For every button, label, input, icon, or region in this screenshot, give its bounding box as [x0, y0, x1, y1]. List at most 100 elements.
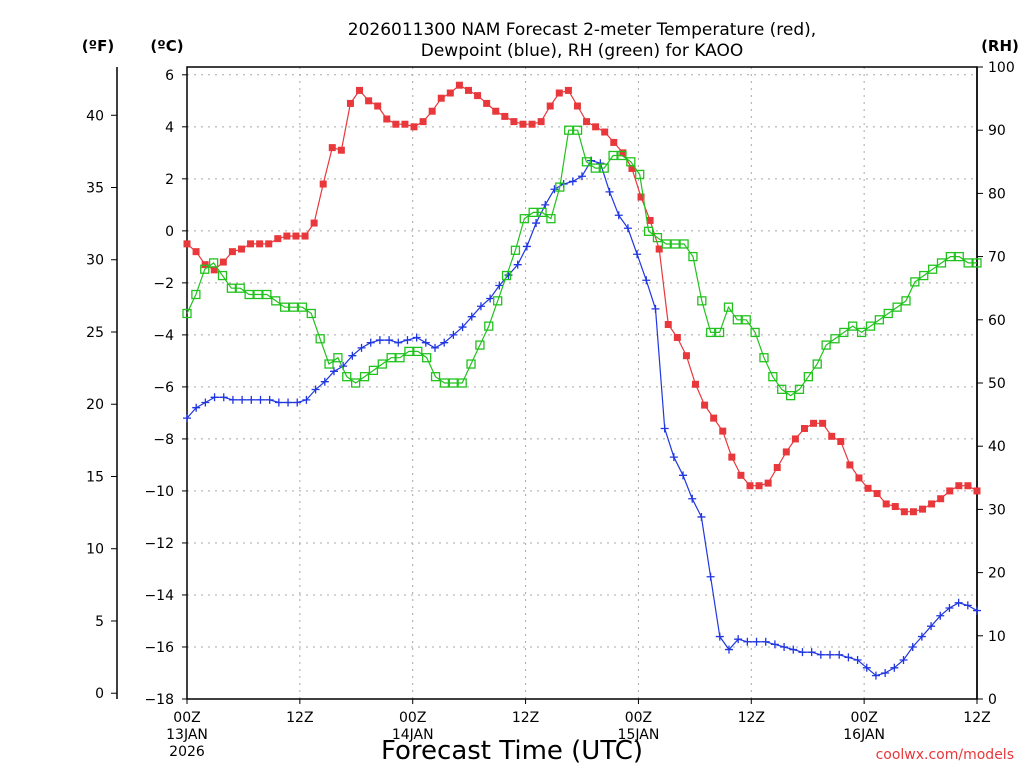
dewpoint-point [265, 395, 274, 404]
celsius-tick-label: −18 [144, 692, 174, 708]
dewpoint-point [890, 663, 899, 672]
temperature-point [237, 245, 245, 253]
dewpoint-point [936, 611, 945, 620]
rh-point [528, 207, 538, 218]
dewpoint-point [274, 398, 283, 407]
rh-point [599, 163, 609, 173]
temperature-point [646, 216, 654, 224]
temperature-point [446, 89, 454, 97]
dewpoint-point [394, 338, 403, 347]
temperature-point [519, 120, 527, 128]
dewpoint-point [724, 645, 733, 654]
dewpoint-point [761, 637, 770, 646]
dewpoint-point [568, 177, 577, 186]
temperature-point [464, 86, 472, 94]
temperature-point [365, 97, 373, 105]
rh-point [288, 302, 299, 312]
dewpoint-point [256, 395, 265, 404]
x-tick-label: 2026 [169, 744, 205, 760]
rh-tick-label: 10 [988, 629, 1006, 645]
dewpoint-point [780, 642, 789, 651]
temperature-point [256, 240, 264, 248]
temperature-point [764, 479, 772, 487]
temperature-point [573, 102, 581, 110]
celsius-tick-label: −4 [153, 328, 174, 344]
fahrenheit-unit-label: (ºF) [82, 37, 114, 55]
rh-point [830, 334, 840, 344]
dewpoint-point [348, 351, 357, 360]
rh-tick-label: 20 [988, 566, 1006, 582]
dewpoint-point [329, 367, 338, 376]
celsius-tick-label: −12 [144, 536, 174, 552]
dewpoint-point [871, 671, 880, 680]
dewpoint-point [522, 242, 531, 251]
temperature-point [601, 128, 609, 136]
rh-point [484, 321, 494, 331]
dewpoint-point [366, 338, 375, 347]
fahrenheit-tick-label: 20 [86, 397, 104, 413]
temperature-point [782, 448, 790, 456]
dewpoint-point [431, 343, 440, 352]
rh-tick-label: 100 [988, 60, 1015, 76]
rh-point [723, 302, 734, 312]
temperature-point [973, 487, 981, 495]
rh-point [706, 327, 716, 338]
temperature-point [528, 120, 536, 128]
temperature-point [210, 266, 218, 274]
rh-point [208, 258, 219, 268]
rh-point [954, 251, 964, 262]
rh-point [342, 372, 352, 382]
temperature-point [619, 149, 627, 157]
temperature-point [247, 240, 255, 248]
temperature-point [301, 232, 309, 240]
temperature-point [492, 107, 500, 115]
dewpoint-point [550, 185, 559, 194]
temperature-point [310, 219, 318, 227]
temperature-point [501, 112, 509, 120]
dewpoint-point [770, 640, 779, 649]
rh-point [874, 315, 885, 325]
rh-point [359, 372, 370, 382]
temperature-point [401, 120, 409, 128]
temperature-point [701, 401, 709, 409]
temperature-point [374, 102, 382, 110]
dewpoint-point [403, 336, 412, 345]
temperature-point [755, 482, 763, 490]
dewpoint-point [449, 330, 458, 339]
temperature-point [265, 240, 273, 248]
rh-point [555, 182, 565, 192]
x-tick-label: 00Z [173, 710, 200, 726]
rh-point [235, 283, 245, 293]
temperature-point [955, 482, 963, 490]
temperature-point [728, 453, 736, 461]
rh-point [191, 289, 201, 300]
rh-point [422, 353, 432, 363]
series-layer [182, 81, 982, 680]
temperature-point [228, 248, 236, 256]
rh-point [670, 239, 680, 249]
rh-point [351, 378, 361, 388]
dewpoint-point [660, 424, 669, 433]
dewpoint-point [688, 494, 697, 503]
temperature-point [356, 86, 364, 94]
rh-point [626, 157, 636, 167]
temperature-point [846, 461, 854, 469]
dewpoint-point [633, 250, 642, 259]
fahrenheit-tick-label: 0 [95, 686, 104, 702]
temperature-point [737, 471, 745, 479]
rh-point [785, 390, 796, 401]
rh-point [821, 340, 831, 350]
rh-point [590, 163, 600, 173]
celsius-tick-label: −2 [153, 276, 174, 292]
temperature-point [583, 118, 591, 126]
temperature-point [474, 92, 482, 100]
temperature-point [610, 138, 618, 146]
temperature-point [664, 320, 672, 328]
rh-point [315, 334, 325, 344]
temperature-point [692, 380, 700, 388]
rh-tick-label: 90 [988, 123, 1006, 139]
dewpoint-point [578, 172, 586, 181]
dewpoint-point [385, 336, 394, 345]
dewpoint-point [826, 650, 835, 659]
rh-tick-label: 80 [988, 186, 1006, 202]
